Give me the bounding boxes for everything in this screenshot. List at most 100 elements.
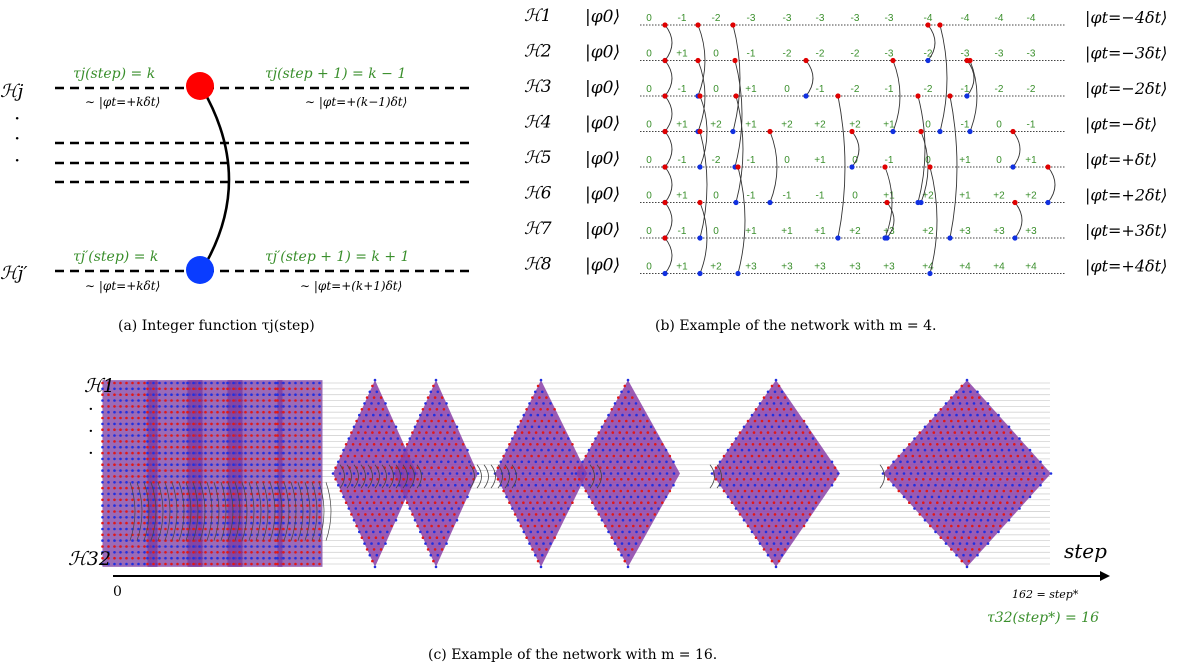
c-node xyxy=(414,454,418,458)
c-node xyxy=(204,533,207,537)
c-node xyxy=(373,378,377,382)
c-node xyxy=(152,481,155,484)
c-node xyxy=(417,448,420,452)
c-node xyxy=(388,489,392,493)
c-node xyxy=(125,387,128,391)
c-node xyxy=(210,545,213,548)
c-node xyxy=(605,501,608,505)
axis-start-label: 0 xyxy=(113,584,122,600)
c-node xyxy=(630,472,634,475)
c-node xyxy=(318,428,321,432)
c-node xyxy=(119,405,122,408)
c-node xyxy=(276,545,279,548)
b-connector xyxy=(697,60,706,132)
c-node xyxy=(186,498,189,502)
c-node xyxy=(288,475,291,478)
c-node xyxy=(617,408,621,411)
c-node xyxy=(665,460,668,464)
c-node xyxy=(796,448,800,452)
c-node xyxy=(646,431,650,434)
c-node xyxy=(946,408,950,411)
c-node xyxy=(256,510,259,513)
c-node xyxy=(789,448,793,452)
c-node xyxy=(430,478,433,481)
c-node xyxy=(363,495,366,499)
c-node xyxy=(649,518,653,522)
c-node xyxy=(232,451,235,455)
c-node xyxy=(367,454,371,458)
c-node xyxy=(300,434,303,437)
c-node xyxy=(972,448,976,452)
c-node xyxy=(268,445,271,449)
c-node xyxy=(395,454,399,458)
c-arc xyxy=(178,482,185,541)
c-node xyxy=(770,425,774,429)
c-node xyxy=(164,428,167,432)
c-node xyxy=(784,518,788,522)
c-node xyxy=(131,451,134,455)
c-node xyxy=(537,489,540,493)
row-label-h1: ℋ1 xyxy=(84,375,115,397)
c-node xyxy=(250,481,253,484)
b-step-value: +2 xyxy=(1025,191,1037,202)
c-node xyxy=(433,483,436,487)
c-node xyxy=(451,466,454,470)
c-node xyxy=(941,413,944,417)
c-node xyxy=(274,405,277,408)
c-node xyxy=(958,495,962,499)
c-node xyxy=(535,472,539,475)
c-node xyxy=(523,489,526,493)
c-node xyxy=(312,527,315,531)
c-node xyxy=(521,472,525,475)
c-node xyxy=(812,466,816,470)
c-node xyxy=(788,524,792,528)
c-node xyxy=(929,501,932,505)
b-step-value: +1 xyxy=(676,191,688,202)
c-node xyxy=(361,507,365,510)
c-node xyxy=(186,539,189,542)
c-node xyxy=(546,536,549,539)
c-node xyxy=(526,524,530,528)
c-node xyxy=(955,530,958,534)
c-node xyxy=(107,533,110,537)
c-node xyxy=(808,472,812,475)
c-node xyxy=(288,416,291,420)
c-node xyxy=(770,518,774,522)
c-node xyxy=(553,408,556,411)
c-node xyxy=(288,440,291,443)
c-node xyxy=(164,545,167,548)
c-node xyxy=(226,405,229,408)
c-node xyxy=(551,425,555,429)
c-node xyxy=(131,381,134,385)
c-node xyxy=(398,448,401,452)
c-node xyxy=(776,548,780,551)
c-node xyxy=(131,498,134,502)
c-node xyxy=(650,495,654,499)
c-node xyxy=(595,483,598,487)
c-node xyxy=(601,495,605,499)
b-step-value: -2 xyxy=(995,84,1004,95)
c-node xyxy=(965,448,969,452)
c-node xyxy=(164,457,167,461)
c-node xyxy=(548,431,552,434)
c-node xyxy=(553,437,556,440)
c-node xyxy=(170,381,173,385)
c-node xyxy=(1000,495,1004,499)
c-node xyxy=(413,425,417,429)
c-node xyxy=(983,413,986,417)
c-node xyxy=(796,495,800,499)
c-node xyxy=(176,481,179,484)
c-node xyxy=(639,419,642,423)
c-node xyxy=(647,454,651,458)
c-node xyxy=(534,431,538,434)
c-node xyxy=(282,510,285,513)
c-node xyxy=(288,545,291,548)
c-node xyxy=(556,472,560,475)
c-node xyxy=(198,410,201,414)
c-node xyxy=(976,530,979,534)
b-node-red xyxy=(695,22,701,28)
c-node xyxy=(262,469,265,472)
c-node xyxy=(350,431,353,434)
c-node xyxy=(624,396,627,399)
c-node xyxy=(951,542,955,545)
